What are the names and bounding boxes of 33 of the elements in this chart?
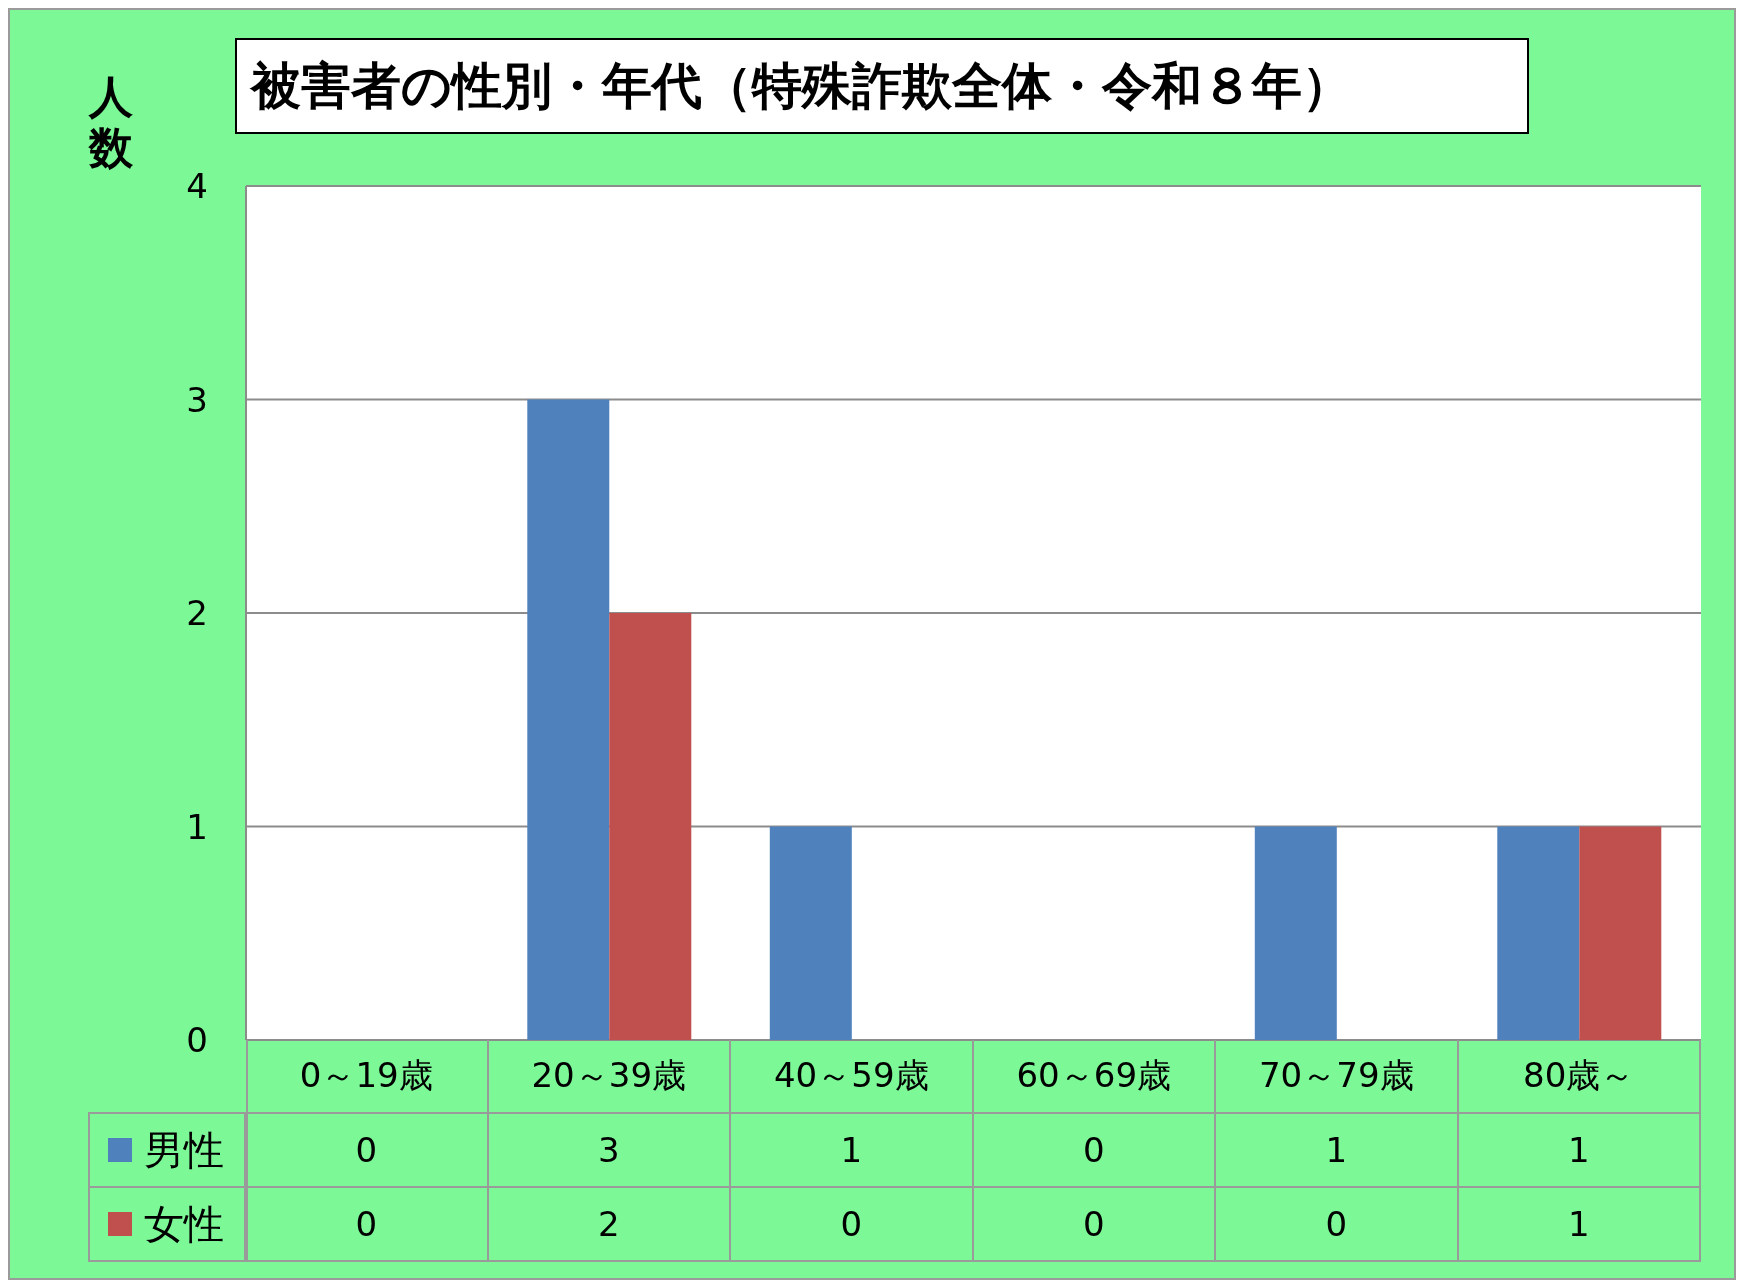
data-label: 0 xyxy=(246,1114,489,1188)
bar xyxy=(769,826,852,1040)
data-label: 0 xyxy=(973,1114,1216,1188)
data-label: 1 xyxy=(1216,1114,1459,1188)
data-label: 1 xyxy=(1458,1114,1701,1188)
x-tick-label: 80歳～ xyxy=(1458,1040,1701,1114)
x-tick-label: 20～39歳 xyxy=(488,1040,731,1114)
bar xyxy=(527,399,610,1040)
legend-label: 女性 xyxy=(144,1199,224,1249)
bar xyxy=(609,613,692,1040)
data-label: 1 xyxy=(731,1114,974,1188)
data-label: 0 xyxy=(1216,1188,1459,1262)
y-tick-label: 0 xyxy=(186,1020,208,1061)
y-tick-label: 2 xyxy=(186,593,208,634)
chart-title: 被害者の性別・年代（特殊詐欺全体・令和８年） xyxy=(235,38,1529,134)
data-label: 3 xyxy=(488,1114,731,1188)
y-tick-label: 3 xyxy=(186,379,208,420)
data-label: 0 xyxy=(973,1188,1216,1262)
bar xyxy=(1254,826,1337,1040)
x-tick-label: 40～59歳 xyxy=(731,1040,974,1114)
x-tick-label: 70～79歳 xyxy=(1216,1040,1459,1114)
data-label: 2 xyxy=(488,1188,731,1262)
bar xyxy=(1497,826,1580,1040)
data-label: 1 xyxy=(1458,1188,1701,1262)
data-label: 0 xyxy=(731,1188,974,1262)
x-tick-label: 60～69歳 xyxy=(973,1040,1216,1114)
data-label: 0 xyxy=(246,1188,489,1262)
legend-label: 男性 xyxy=(144,1125,224,1175)
x-tick-label: 0～19歳 xyxy=(246,1040,489,1114)
bar xyxy=(1579,826,1662,1040)
y-tick-label: 1 xyxy=(186,806,208,847)
y-axis-title: 人数 xyxy=(87,71,134,174)
y-tick-label: 4 xyxy=(186,166,208,207)
